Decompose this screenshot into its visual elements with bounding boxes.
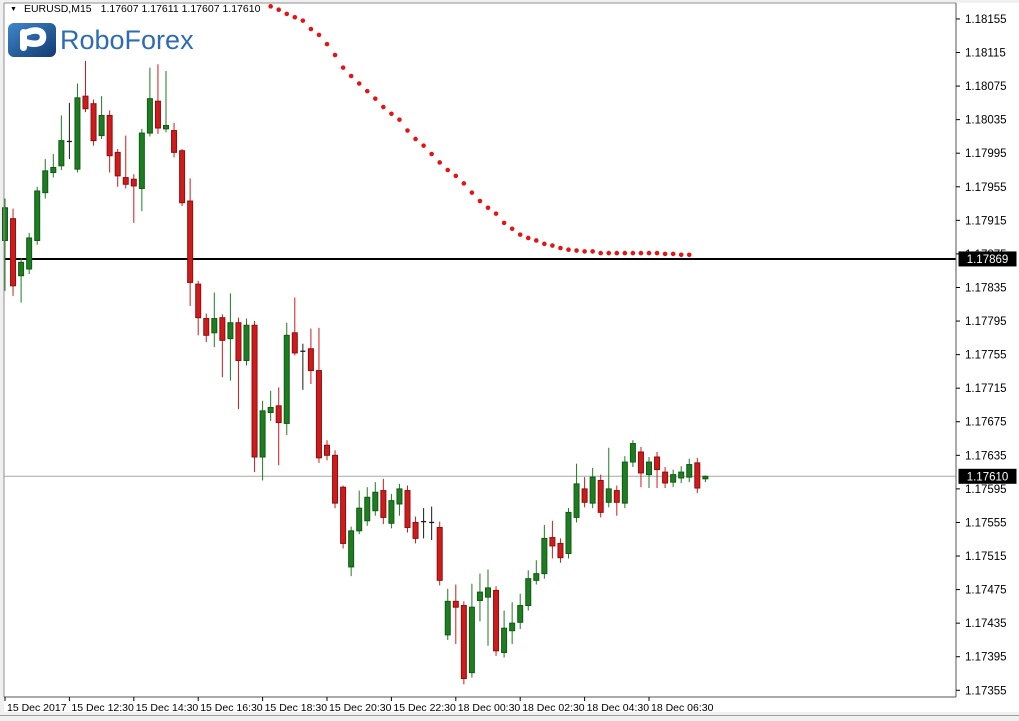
roboforex-logo: RoboForex [8,23,194,57]
svg-text:15 Dec 18:30: 15 Dec 18:30 [265,702,328,714]
svg-text:18 Dec 06:30: 18 Dec 06:30 [651,702,714,714]
symbol-label: EURUSD,M15 [23,3,92,15]
svg-text:15 Dec 20:30: 15 Dec 20:30 [329,702,392,714]
indicator-dots-layer [268,4,692,258]
svg-text:15 Dec 14:30: 15 Dec 14:30 [136,702,199,714]
roboforex-logo-icon [8,23,56,57]
svg-text:15 Dec 22:30: 15 Dec 22:30 [393,702,456,714]
svg-text:1.17955: 1.17955 [965,182,1007,194]
candles-layer [2,60,709,685]
quote-ohlc-values: 1.17607 1.17611 1.17607 1.17610 [100,3,261,15]
svg-text:1.17995: 1.17995 [965,148,1007,160]
svg-text:1.17869: 1.17869 [967,254,1009,266]
svg-text:15 Dec 12:30: 15 Dec 12:30 [71,702,134,714]
svg-text:1.17715: 1.17715 [965,383,1007,395]
svg-text:1.18075: 1.18075 [965,81,1007,93]
svg-text:1.18035: 1.18035 [965,115,1007,127]
svg-text:18 Dec 04:30: 18 Dec 04:30 [587,702,650,714]
plot-background [4,3,1019,712]
svg-text:1.17355: 1.17355 [965,685,1007,697]
price-tag: 1.17869 [958,251,1017,267]
svg-text:1.17795: 1.17795 [965,316,1007,328]
svg-text:1.17395: 1.17395 [965,652,1007,664]
svg-text:1.17555: 1.17555 [965,517,1007,529]
price-tag: 1.17610 [958,468,1017,484]
svg-text:1.18155: 1.18155 [965,14,1007,26]
svg-text:18 Dec 00:30: 18 Dec 00:30 [458,702,521,714]
svg-text:1.17595: 1.17595 [965,484,1007,496]
roboforex-logo-text: RoboForex [60,24,194,55]
symbol-dropdown-icon[interactable]: ▼ [10,5,17,13]
svg-text:1.17675: 1.17675 [965,417,1007,429]
svg-text:1.17635: 1.17635 [965,450,1007,462]
svg-text:1.17755: 1.17755 [965,350,1007,362]
svg-text:1.17435: 1.17435 [965,618,1007,630]
svg-text:1.17835: 1.17835 [965,282,1007,294]
horizontal-lines-layer [4,257,956,477]
svg-text:15 Dec 2017: 15 Dec 2017 [7,702,67,714]
symbol-ohlc-line: ▼ EURUSD,M15 1.17607 1.17611 1.17607 1.1… [10,2,260,16]
svg-text:1.17475: 1.17475 [965,585,1007,597]
svg-text:1.17915: 1.17915 [965,215,1007,227]
svg-text:1.17515: 1.17515 [965,551,1007,563]
svg-text:15 Dec 16:30: 15 Dec 16:30 [200,702,263,714]
svg-text:18 Dec 02:30: 18 Dec 02:30 [522,702,585,714]
svg-text:1.18115: 1.18115 [965,48,1006,60]
svg-text:1.17610: 1.17610 [967,471,1009,483]
footer-strip [0,716,1019,721]
x-axis: 15 Dec 2017 15 Dec 12:30 15 Dec 14:30 15 De… [4,697,714,714]
